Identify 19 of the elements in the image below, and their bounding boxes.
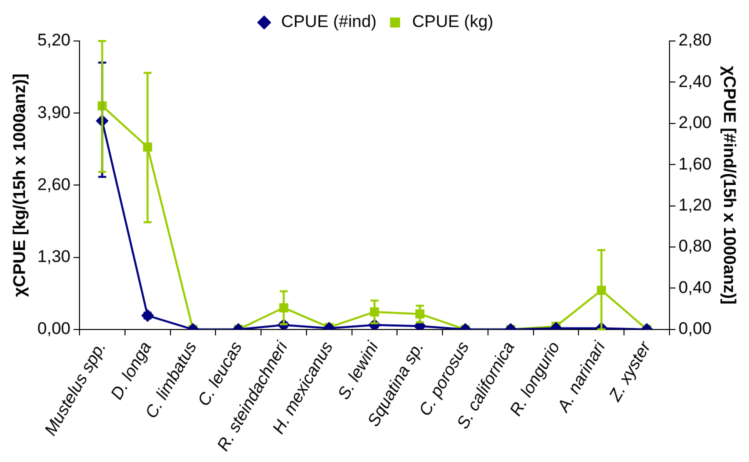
y-tick-label: 3,90 [37, 102, 70, 122]
y2-tick-label: 1,20 [678, 195, 712, 214]
y-tick-label: 2,60 [37, 174, 70, 194]
legend-label: CPUE (kg) [412, 12, 494, 32]
y-tick-label: 1,30 [37, 247, 70, 266]
y2-tick-label: 2,40 [678, 72, 712, 91]
y-tick-label: 0,00 [37, 319, 70, 338]
y2-tick-label: 1,60 [678, 154, 712, 174]
legend-label: CPUE (#ind) [281, 12, 377, 32]
y2-tick-label: 2,00 [678, 113, 712, 132]
y-axis-title: χCPUE [kg/(15h x 1000anz)] [10, 74, 29, 297]
y2-tick-label: 2,80 [678, 30, 712, 50]
y2-axis-title: χCPUE [#ind/(15h x 1000anz)] [720, 66, 740, 304]
y2-tick-label: 0,80 [678, 236, 712, 256]
y2-tick-label: 0,40 [678, 278, 712, 297]
point [279, 303, 288, 312]
y-tick-label: 5,20 [37, 30, 70, 50]
y2-tick-label: 0,00 [678, 319, 712, 338]
point [414, 320, 426, 330]
